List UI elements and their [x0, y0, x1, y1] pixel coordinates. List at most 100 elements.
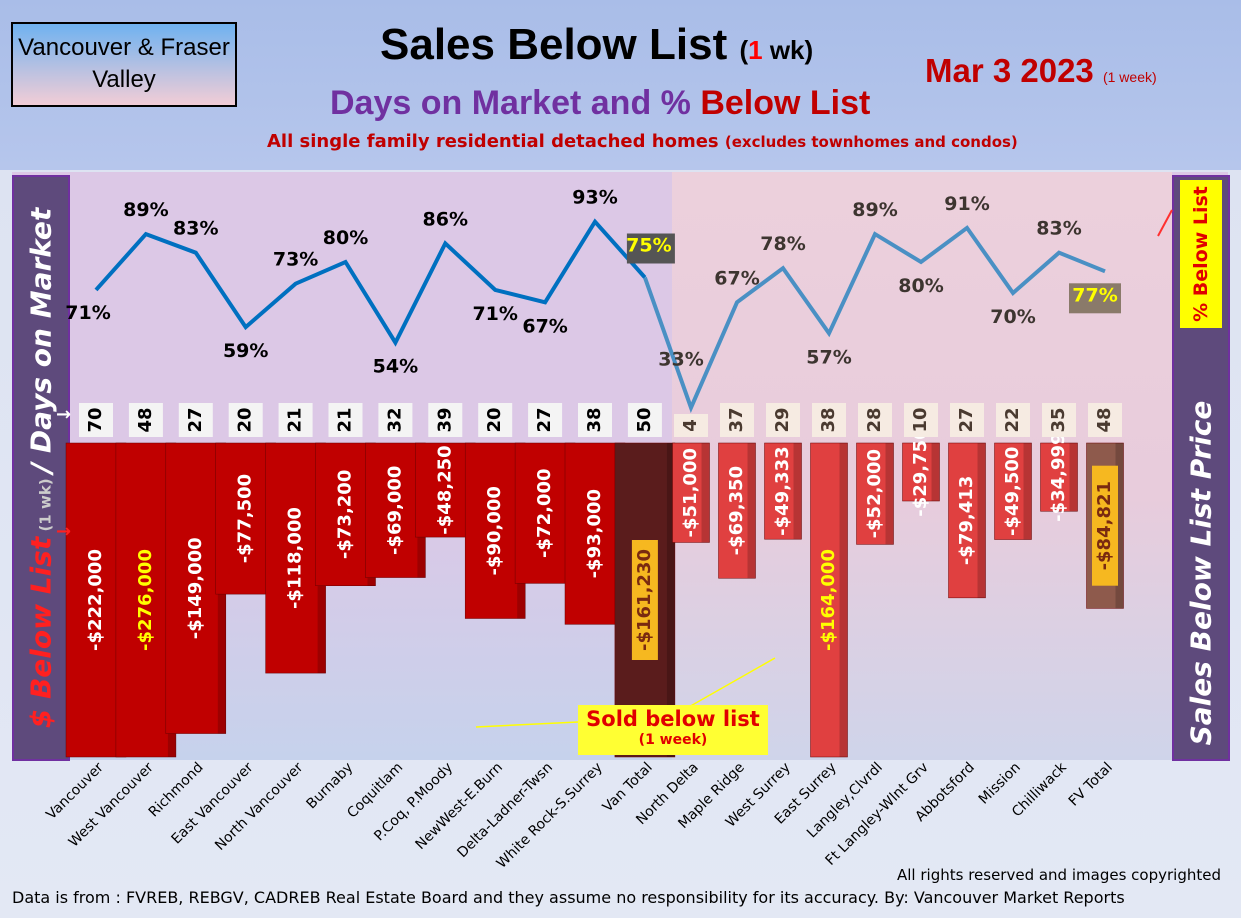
pct-label: 93%: [572, 187, 617, 209]
pct-label: 80%: [898, 275, 943, 297]
pct-label: 54%: [373, 356, 418, 378]
days-label: 10: [910, 407, 931, 432]
pct-label: 33%: [658, 349, 703, 371]
days-box: [904, 403, 938, 437]
days-box: [1088, 403, 1122, 437]
bar-shade: [747, 443, 756, 579]
money-arrow-icon: →: [56, 521, 71, 542]
bar-shade: [1023, 443, 1032, 540]
days-box: [128, 403, 163, 437]
category-label: North Vancouver: [212, 759, 306, 853]
pct-label: 78%: [760, 233, 805, 255]
pct-label: 71%: [65, 302, 110, 324]
days-label: 28: [864, 407, 885, 432]
days-box: [627, 403, 662, 437]
bar-shade: [701, 443, 710, 543]
category-label: FV Total: [1066, 760, 1116, 810]
pct-label: 83%: [173, 218, 218, 240]
bar: [948, 442, 986, 599]
description-main: All single family residential detached h…: [267, 131, 725, 152]
region-label: Vancouver & Fraser Valley: [11, 22, 237, 107]
money-label: -$222,000: [85, 549, 106, 651]
pct-label: 67%: [522, 315, 567, 337]
days-box: [996, 403, 1030, 437]
days-label: 22: [1002, 407, 1023, 432]
days-label: 32: [384, 407, 405, 432]
days-box: [178, 403, 213, 437]
callout-arrow-left: [475, 721, 579, 728]
pct-label: 67%: [714, 267, 759, 289]
days-box: [378, 403, 413, 437]
days-label: 29: [772, 407, 793, 432]
bar: [902, 442, 940, 502]
money-label: -$29,750: [910, 427, 931, 516]
days-label: 37: [726, 407, 747, 432]
money-label: -$79,413: [956, 476, 977, 565]
date-text: Mar 3 2023: [925, 52, 1094, 89]
money-label: -$34,999: [1048, 432, 1069, 521]
money-label: -$72,000: [534, 468, 555, 557]
days-label: 21: [285, 407, 306, 432]
days-box: [428, 403, 463, 437]
bar-shade: [1069, 443, 1078, 512]
pct-line-fraser-valley: [643, 225, 1106, 414]
money-label: -$164,000: [818, 549, 839, 651]
pct-label: 83%: [1036, 218, 1081, 240]
money-label: -$276,000: [135, 549, 156, 651]
money-label: -$69,000: [384, 466, 405, 555]
days-label: 4: [680, 419, 701, 432]
days-box: [720, 403, 754, 437]
description: All single family residential detached h…: [267, 131, 1018, 152]
chart-subtitle: Days on Market and % Below List: [330, 84, 870, 123]
days-label: 20: [235, 407, 256, 432]
days-label: 48: [135, 407, 156, 432]
pct-label: 80%: [323, 227, 368, 249]
money-label: -$77,500: [235, 474, 256, 563]
pct-below-list-box: % Below List: [1180, 180, 1222, 328]
days-box: [812, 403, 846, 437]
pct-label: 57%: [806, 346, 851, 368]
bar: [994, 442, 1032, 540]
money-label: -$161,230: [634, 549, 655, 651]
days-box: [1042, 403, 1076, 437]
bar: [810, 442, 848, 758]
days-label: 20: [484, 407, 505, 432]
title-text: Sales Below List: [380, 20, 728, 69]
paren: (: [739, 35, 749, 65]
money-label: -$69,350: [726, 466, 747, 555]
subtitle-b: Below List: [700, 84, 871, 122]
title-rest: wk): [762, 35, 814, 65]
days-label: 27: [534, 407, 555, 432]
pct-line-vancouver: [94, 218, 647, 347]
pct-highlight-box: [626, 233, 675, 264]
days-label: 35: [1048, 407, 1069, 432]
bar: [718, 442, 756, 579]
bar-shade: [977, 443, 986, 598]
days-label: 21: [335, 407, 356, 432]
pct-label: 75%: [626, 235, 671, 257]
pct-label: 73%: [273, 249, 318, 271]
bar-shade: [931, 443, 940, 502]
callout-arrow-right: [679, 657, 776, 713]
days-box: [478, 403, 513, 437]
category-label: NewWest-E.Burn: [413, 760, 506, 853]
days-label: 27: [956, 407, 977, 432]
bar: [764, 442, 802, 540]
bar-shade: [1115, 443, 1124, 609]
bar: [672, 442, 710, 543]
bar: [1040, 442, 1078, 512]
days-label: 38: [818, 407, 839, 432]
title-num: 1: [748, 35, 763, 65]
money-label: -$118,000: [285, 507, 306, 609]
pct-legend-arrow: [1157, 209, 1173, 237]
total-label-bg: [631, 540, 658, 660]
days-label: 39: [434, 407, 455, 432]
pct-label: 71%: [472, 303, 517, 325]
money-label: -$48,250: [434, 445, 455, 534]
money-label: -$51,000: [680, 448, 701, 537]
pct-label: 86%: [423, 208, 468, 230]
days-box: [528, 403, 563, 437]
subtitle-a: Days on Market and %: [330, 84, 701, 122]
money-label: -$49,500: [1002, 447, 1023, 536]
money-label: -$93,000: [584, 489, 605, 578]
